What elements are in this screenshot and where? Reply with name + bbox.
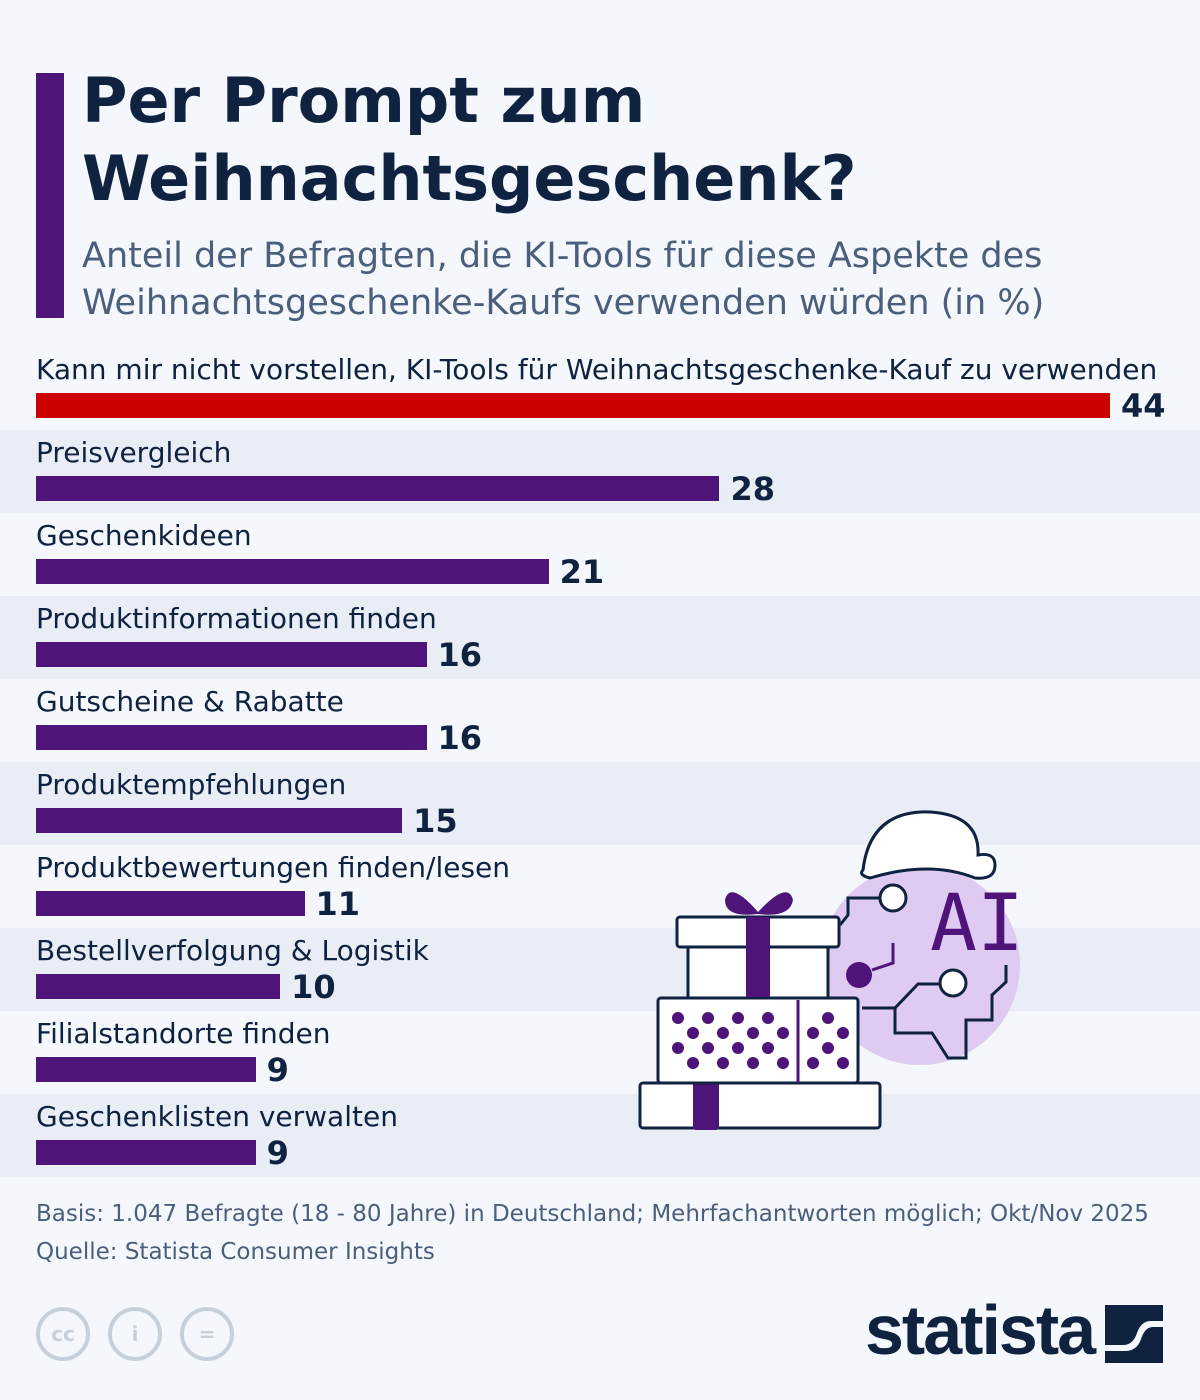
category-label: Filialstandorte finden bbox=[36, 1017, 331, 1050]
category-label: Geschenkideen bbox=[36, 519, 252, 552]
gift-dot bbox=[687, 1027, 699, 1039]
value-label: 16 bbox=[437, 636, 483, 674]
source-note: Quelle: Statista Consumer Insights bbox=[36, 1239, 435, 1265]
gift-dot bbox=[807, 1057, 819, 1069]
gift-dot bbox=[702, 1042, 714, 1054]
category-label: Preisvergleich bbox=[36, 436, 232, 469]
value-label: 28 bbox=[730, 470, 775, 508]
ai-circle bbox=[820, 865, 1020, 1065]
gift-dot bbox=[822, 1012, 834, 1024]
bar-row: Produktinformationen finden 16 bbox=[0, 596, 1200, 679]
gift-dot bbox=[702, 1012, 714, 1024]
gift-dot bbox=[717, 1027, 729, 1039]
bar bbox=[36, 1057, 256, 1082]
bar bbox=[36, 476, 720, 501]
basis-note: Basis: 1.047 Befragte (18 - 80 Jahre) in… bbox=[36, 1201, 1149, 1227]
statista-logo[interactable]: statista bbox=[865, 1291, 1096, 1369]
bar bbox=[36, 1140, 256, 1165]
cc-attribution-icon[interactable]: i bbox=[108, 1307, 162, 1361]
gift-dot bbox=[837, 1057, 849, 1069]
value-label: 16 bbox=[437, 719, 483, 757]
category-label: Gutscheine & Rabatte bbox=[36, 685, 344, 718]
category-label: Geschenklisten verwalten bbox=[36, 1100, 398, 1133]
bar-row: Kann mir nicht vorstellen, KI-Tools für … bbox=[0, 347, 1200, 430]
gift-dot bbox=[717, 1057, 729, 1069]
bar-row: Geschenklisten verwalten 9 bbox=[0, 1094, 1200, 1177]
ai-text: AI bbox=[930, 879, 1024, 969]
bar bbox=[36, 725, 427, 750]
gift-dot bbox=[807, 1027, 819, 1039]
bow-icon bbox=[725, 892, 793, 915]
value-label: 15 bbox=[413, 802, 458, 840]
category-label: Kann mir nicht vorstellen, KI-Tools für … bbox=[36, 353, 1158, 386]
cc-license-icon[interactable]: cc bbox=[36, 1307, 90, 1361]
gift-dot bbox=[747, 1057, 759, 1069]
bar-row: Geschenkideen 21 bbox=[0, 513, 1200, 596]
value-label: 9 bbox=[266, 1134, 289, 1172]
santa-hat-icon bbox=[860, 810, 997, 880]
category-label: Produktinformationen finden bbox=[36, 602, 437, 635]
gift-dot bbox=[822, 1042, 834, 1054]
gift-dot bbox=[837, 1027, 849, 1039]
bar-row: Gutscheine & Rabatte 16 bbox=[0, 679, 1200, 762]
bar bbox=[36, 559, 549, 584]
gift-dot bbox=[672, 1012, 684, 1024]
chart-title: Per Prompt zum Weihnachtsgeschenk? bbox=[82, 64, 857, 215]
bar bbox=[36, 393, 1110, 418]
gift-dot bbox=[777, 1057, 789, 1069]
value-label: 9 bbox=[266, 1051, 289, 1089]
bar bbox=[36, 974, 281, 999]
bar bbox=[36, 808, 403, 833]
value-label: 10 bbox=[291, 968, 336, 1006]
gift-dot bbox=[777, 1027, 789, 1039]
category-label: Bestellverfolgung & Logistik bbox=[36, 934, 429, 967]
gift-dot bbox=[747, 1027, 759, 1039]
statista-logo-mark-icon bbox=[1105, 1305, 1163, 1363]
bar-row: Produktbewertungen finden/lesen 11 bbox=[0, 845, 1200, 928]
title-accent-bar bbox=[36, 73, 64, 318]
bar-row: Produktempfehlungen 15 bbox=[0, 762, 1200, 845]
bar-row: Filialstandorte finden 9 bbox=[0, 1011, 1200, 1094]
value-label: 11 bbox=[315, 885, 361, 923]
gift-dot bbox=[732, 1042, 744, 1054]
value-label: 21 bbox=[559, 553, 605, 591]
gift-dot bbox=[762, 1012, 774, 1024]
gift-dot bbox=[672, 1042, 684, 1054]
chart-subtitle: Anteil der Befragten, die KI-Tools für d… bbox=[82, 236, 1045, 323]
gift-dot bbox=[687, 1057, 699, 1069]
bar bbox=[36, 642, 427, 667]
gift-dot bbox=[762, 1042, 774, 1054]
value-label: 44 bbox=[1121, 387, 1166, 425]
cc-noderivs-icon[interactable]: = bbox=[180, 1307, 234, 1361]
category-label: Produktempfehlungen bbox=[36, 768, 347, 801]
gift-dot bbox=[732, 1012, 744, 1024]
bar bbox=[36, 891, 305, 916]
category-label: Produktbewertungen finden/lesen bbox=[36, 851, 511, 884]
gift-ai-illustration: AI bbox=[638, 810, 1024, 1130]
bar-row: Preisvergleich 28 bbox=[0, 430, 1200, 513]
